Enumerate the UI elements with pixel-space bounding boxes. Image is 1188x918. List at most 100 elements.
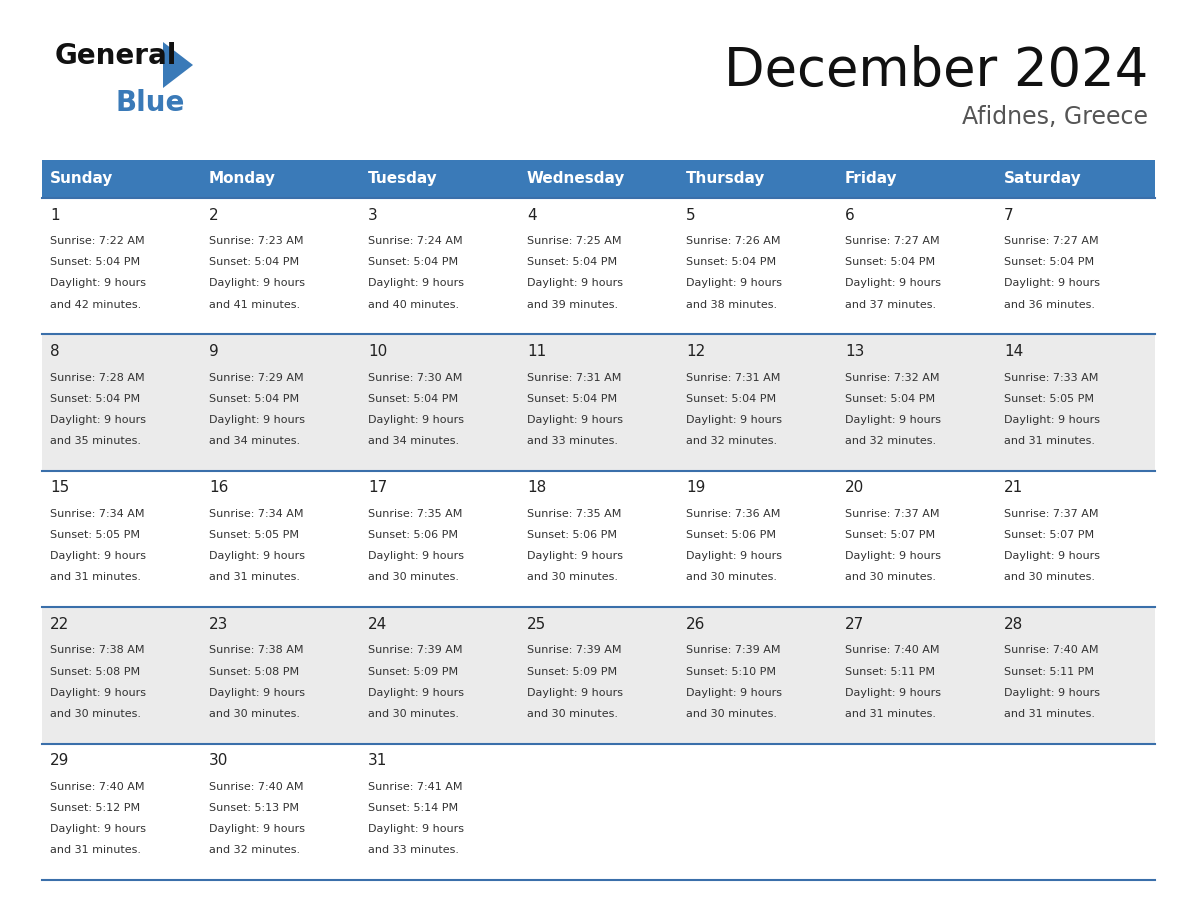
Bar xyxy=(996,160,1155,198)
Text: Daylight: 9 hours: Daylight: 9 hours xyxy=(845,688,941,698)
Text: and 30 minutes.: and 30 minutes. xyxy=(527,709,618,719)
Text: Daylight: 9 hours: Daylight: 9 hours xyxy=(845,552,941,561)
Text: Sunrise: 7:26 AM: Sunrise: 7:26 AM xyxy=(685,236,781,246)
Text: and 31 minutes.: and 31 minutes. xyxy=(50,845,141,856)
Text: and 31 minutes.: and 31 minutes. xyxy=(209,573,299,582)
Text: and 42 minutes.: and 42 minutes. xyxy=(50,299,141,309)
Text: and 31 minutes.: and 31 minutes. xyxy=(1004,436,1095,446)
Text: 30: 30 xyxy=(209,753,228,768)
Text: and 30 minutes.: and 30 minutes. xyxy=(368,573,459,582)
Text: Sunset: 5:07 PM: Sunset: 5:07 PM xyxy=(1004,530,1094,540)
Text: Sunset: 5:10 PM: Sunset: 5:10 PM xyxy=(685,666,776,677)
Text: Daylight: 9 hours: Daylight: 9 hours xyxy=(50,552,146,561)
Text: and 30 minutes.: and 30 minutes. xyxy=(527,573,618,582)
Text: Daylight: 9 hours: Daylight: 9 hours xyxy=(209,415,305,425)
Text: Sunrise: 7:34 AM: Sunrise: 7:34 AM xyxy=(209,509,303,519)
Text: Daylight: 9 hours: Daylight: 9 hours xyxy=(368,824,465,834)
Text: and 41 minutes.: and 41 minutes. xyxy=(209,299,301,309)
Text: Sunset: 5:09 PM: Sunset: 5:09 PM xyxy=(368,666,459,677)
Text: Daylight: 9 hours: Daylight: 9 hours xyxy=(209,278,305,288)
Bar xyxy=(42,198,1155,334)
Text: Sunrise: 7:38 AM: Sunrise: 7:38 AM xyxy=(209,645,303,655)
Text: and 34 minutes.: and 34 minutes. xyxy=(368,436,459,446)
Text: Sunset: 5:11 PM: Sunset: 5:11 PM xyxy=(1004,666,1094,677)
Text: Saturday: Saturday xyxy=(1004,172,1082,186)
Text: Afidnes, Greece: Afidnes, Greece xyxy=(962,105,1148,129)
Text: Blue: Blue xyxy=(115,89,184,117)
Text: 10: 10 xyxy=(368,344,387,359)
Text: 9: 9 xyxy=(209,344,219,359)
Text: Daylight: 9 hours: Daylight: 9 hours xyxy=(1004,278,1100,288)
Text: Daylight: 9 hours: Daylight: 9 hours xyxy=(685,415,782,425)
Text: Sunrise: 7:39 AM: Sunrise: 7:39 AM xyxy=(368,645,462,655)
Text: Sunrise: 7:34 AM: Sunrise: 7:34 AM xyxy=(50,509,145,519)
Text: 7: 7 xyxy=(1004,207,1013,222)
Text: 23: 23 xyxy=(209,617,228,632)
Text: Sunrise: 7:33 AM: Sunrise: 7:33 AM xyxy=(1004,373,1099,383)
Text: Sunset: 5:12 PM: Sunset: 5:12 PM xyxy=(50,803,140,813)
Bar xyxy=(360,160,519,198)
Text: Sunrise: 7:24 AM: Sunrise: 7:24 AM xyxy=(368,236,462,246)
Text: and 32 minutes.: and 32 minutes. xyxy=(845,436,936,446)
Text: 18: 18 xyxy=(527,480,546,496)
Text: Daylight: 9 hours: Daylight: 9 hours xyxy=(527,415,623,425)
Text: and 37 minutes.: and 37 minutes. xyxy=(845,299,936,309)
Text: Friday: Friday xyxy=(845,172,898,186)
Text: Daylight: 9 hours: Daylight: 9 hours xyxy=(50,824,146,834)
Text: 16: 16 xyxy=(209,480,228,496)
Text: Sunrise: 7:40 AM: Sunrise: 7:40 AM xyxy=(209,782,303,792)
Text: 15: 15 xyxy=(50,480,69,496)
Text: 11: 11 xyxy=(527,344,546,359)
Text: Wednesday: Wednesday xyxy=(527,172,625,186)
Text: and 30 minutes.: and 30 minutes. xyxy=(50,709,141,719)
Text: 24: 24 xyxy=(368,617,387,632)
Text: and 31 minutes.: and 31 minutes. xyxy=(1004,709,1095,719)
Text: Sunset: 5:04 PM: Sunset: 5:04 PM xyxy=(685,257,776,267)
Text: Sunrise: 7:27 AM: Sunrise: 7:27 AM xyxy=(845,236,940,246)
Bar xyxy=(42,744,1155,880)
Text: Daylight: 9 hours: Daylight: 9 hours xyxy=(685,688,782,698)
Text: Sunset: 5:04 PM: Sunset: 5:04 PM xyxy=(368,394,459,404)
Text: December 2024: December 2024 xyxy=(723,45,1148,97)
Text: Daylight: 9 hours: Daylight: 9 hours xyxy=(1004,552,1100,561)
Bar xyxy=(201,160,360,198)
Text: and 33 minutes.: and 33 minutes. xyxy=(527,436,618,446)
Text: 5: 5 xyxy=(685,207,696,222)
Text: 14: 14 xyxy=(1004,344,1023,359)
Text: Sunset: 5:11 PM: Sunset: 5:11 PM xyxy=(845,666,935,677)
Text: Daylight: 9 hours: Daylight: 9 hours xyxy=(845,278,941,288)
Text: Sunrise: 7:38 AM: Sunrise: 7:38 AM xyxy=(50,645,145,655)
Text: Daylight: 9 hours: Daylight: 9 hours xyxy=(368,278,465,288)
Text: Sunset: 5:06 PM: Sunset: 5:06 PM xyxy=(368,530,457,540)
Text: Sunset: 5:09 PM: Sunset: 5:09 PM xyxy=(527,666,617,677)
Text: Sunset: 5:05 PM: Sunset: 5:05 PM xyxy=(1004,394,1094,404)
Text: Sunrise: 7:22 AM: Sunrise: 7:22 AM xyxy=(50,236,145,246)
Text: Sunset: 5:04 PM: Sunset: 5:04 PM xyxy=(209,394,299,404)
Text: Sunrise: 7:37 AM: Sunrise: 7:37 AM xyxy=(1004,509,1099,519)
Text: 17: 17 xyxy=(368,480,387,496)
Text: Sunset: 5:04 PM: Sunset: 5:04 PM xyxy=(209,257,299,267)
Text: Daylight: 9 hours: Daylight: 9 hours xyxy=(845,415,941,425)
Text: 22: 22 xyxy=(50,617,69,632)
Text: 12: 12 xyxy=(685,344,706,359)
Text: Sunrise: 7:41 AM: Sunrise: 7:41 AM xyxy=(368,782,462,792)
Text: Daylight: 9 hours: Daylight: 9 hours xyxy=(50,278,146,288)
Text: Daylight: 9 hours: Daylight: 9 hours xyxy=(209,552,305,561)
Text: Daylight: 9 hours: Daylight: 9 hours xyxy=(368,415,465,425)
Text: 28: 28 xyxy=(1004,617,1023,632)
Text: and 34 minutes.: and 34 minutes. xyxy=(209,436,301,446)
Text: Daylight: 9 hours: Daylight: 9 hours xyxy=(1004,415,1100,425)
Text: 20: 20 xyxy=(845,480,864,496)
Bar xyxy=(42,607,1155,744)
Text: Sunset: 5:04 PM: Sunset: 5:04 PM xyxy=(50,257,140,267)
Text: Sunrise: 7:32 AM: Sunrise: 7:32 AM xyxy=(845,373,940,383)
Text: Sunset: 5:08 PM: Sunset: 5:08 PM xyxy=(209,666,299,677)
Text: Daylight: 9 hours: Daylight: 9 hours xyxy=(527,552,623,561)
Text: Sunset: 5:04 PM: Sunset: 5:04 PM xyxy=(845,257,935,267)
Bar xyxy=(678,160,838,198)
Text: Daylight: 9 hours: Daylight: 9 hours xyxy=(209,688,305,698)
Text: Sunrise: 7:23 AM: Sunrise: 7:23 AM xyxy=(209,236,303,246)
Text: Daylight: 9 hours: Daylight: 9 hours xyxy=(368,688,465,698)
Polygon shape xyxy=(163,42,192,88)
Text: Daylight: 9 hours: Daylight: 9 hours xyxy=(368,552,465,561)
